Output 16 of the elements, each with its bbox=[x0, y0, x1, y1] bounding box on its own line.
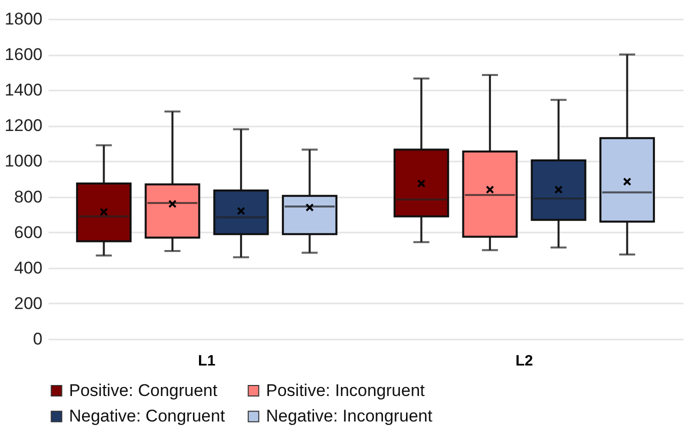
legend-label: Positive: Incongruent bbox=[266, 380, 426, 400]
legend-label: Negative: Congruent bbox=[69, 406, 226, 426]
y-tick-label: 1800 bbox=[4, 10, 42, 28]
y-tick-label: 1400 bbox=[4, 80, 42, 100]
y-tick-label: 200 bbox=[14, 294, 42, 313]
y-tick-label: 0 bbox=[33, 330, 42, 348]
y-tick-label: 1600 bbox=[4, 45, 42, 64]
legend-label: Negative: Incongruent bbox=[266, 406, 433, 426]
x-tick-label: L2 bbox=[515, 352, 534, 370]
y-tick-label: 1000 bbox=[4, 152, 42, 171]
y-tick-label: 600 bbox=[14, 222, 42, 242]
x-tick-label: L1 bbox=[198, 352, 216, 370]
y-tick-label: 1200 bbox=[4, 116, 42, 136]
y-tick-label: 800 bbox=[14, 187, 42, 206]
y-tick-label: 400 bbox=[14, 258, 42, 278]
legend-label: Positive: Congruent bbox=[69, 380, 218, 400]
